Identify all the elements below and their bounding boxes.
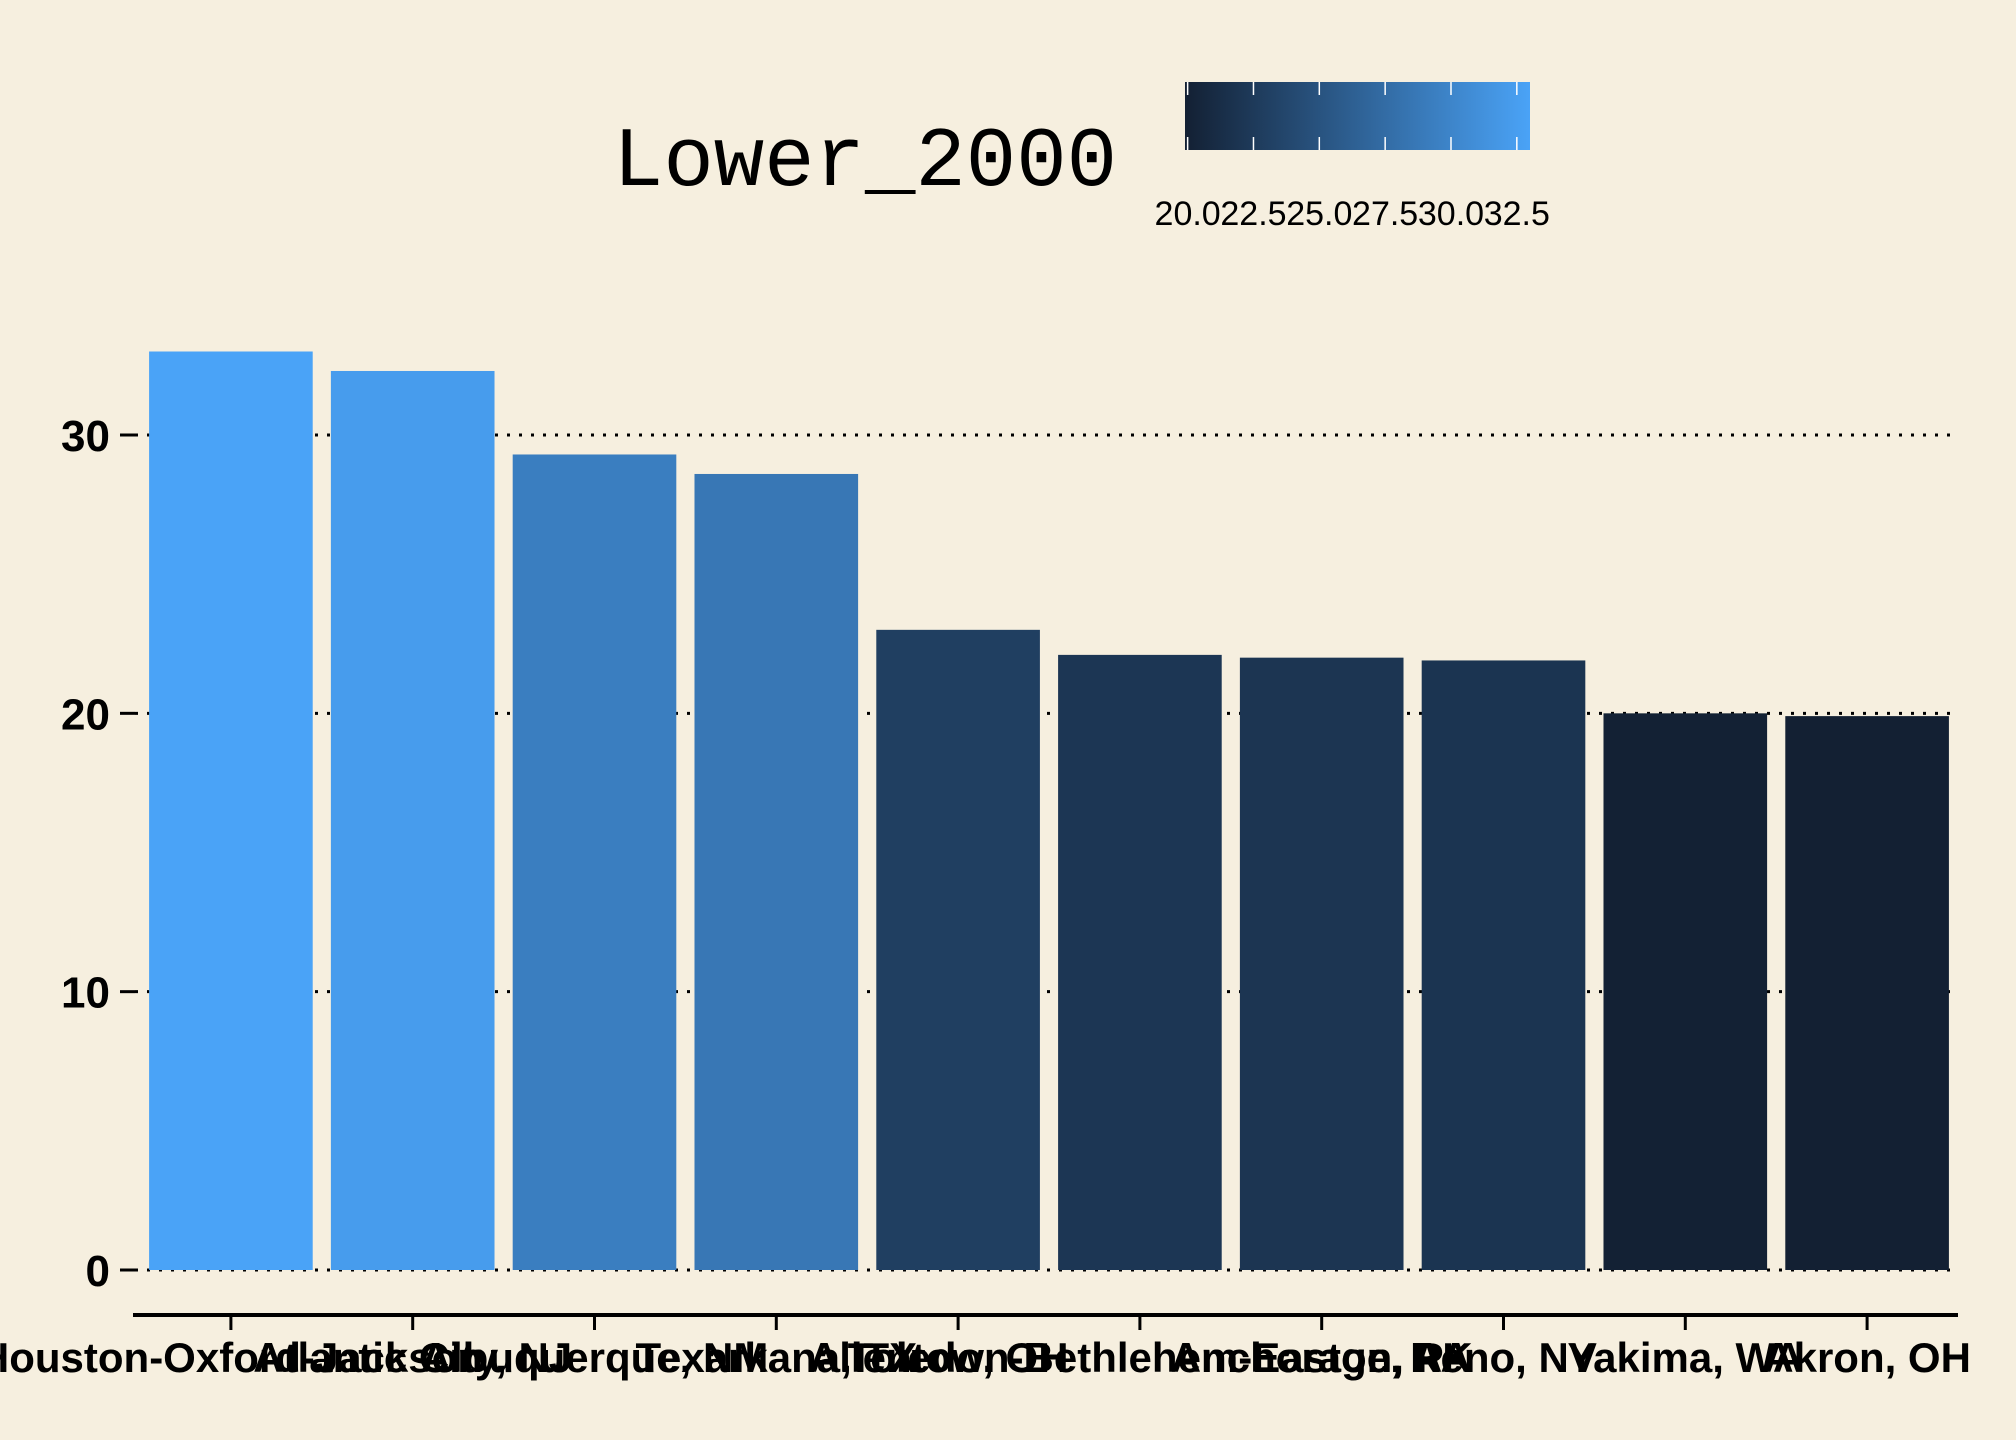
x-tick-label: Allentown-Bethlehem-Easton, PA <box>809 1334 1471 1381</box>
bar <box>1785 716 1949 1270</box>
x-tick-label: Houston-Oxford-Jackson <box>0 1334 483 1381</box>
bar <box>694 473 859 1270</box>
x-tick-label: Anchorage, AK <box>1171 1334 1473 1381</box>
chart-title: Lower_2000 <box>613 116 1117 211</box>
bar <box>512 454 677 1270</box>
bar <box>1058 654 1222 1270</box>
x-tick-label: Toledo, OH <box>848 1334 1069 1381</box>
y-tick-label: 10 <box>61 969 110 1018</box>
legend-tick-label: 27.5 <box>1352 195 1418 233</box>
x-tick-label: Reno, NV <box>1410 1334 1597 1381</box>
x-tick-label: Atlantic City, NJ <box>253 1334 572 1381</box>
bar <box>1421 660 1586 1270</box>
bar <box>1239 657 1404 1270</box>
bar <box>876 629 1040 1270</box>
x-tick-label: Akron, OH <box>1763 1334 1971 1381</box>
legend-tick-label: 22.5 <box>1220 195 1286 233</box>
x-tick-label: Yakima, WA <box>1567 1334 1803 1381</box>
legend-colorbar <box>1185 82 1530 150</box>
y-tick-label: 0 <box>86 1247 110 1296</box>
y-tick-label: 20 <box>61 690 110 739</box>
x-tick-label: Texarkana, TX <box>635 1334 917 1381</box>
bar <box>1603 713 1768 1270</box>
legend-tick-label: 30.0 <box>1418 195 1484 233</box>
bars <box>149 351 1949 1270</box>
legend-tick-label: 20.0 <box>1155 195 1221 233</box>
y-axis: 0 10 20 30 <box>61 412 135 1296</box>
bar <box>330 370 495 1270</box>
legend-tick-label: 32.5 <box>1484 195 1550 233</box>
x-tick-label: Albuquerque, NM <box>421 1334 769 1381</box>
y-tick-label: 30 <box>61 412 110 461</box>
bar <box>149 351 313 1270</box>
color-legend: 20.0 22.5 25.0 27.5 30.0 32.5 <box>1155 82 1550 233</box>
legend-tick-label: 25.0 <box>1286 195 1352 233</box>
